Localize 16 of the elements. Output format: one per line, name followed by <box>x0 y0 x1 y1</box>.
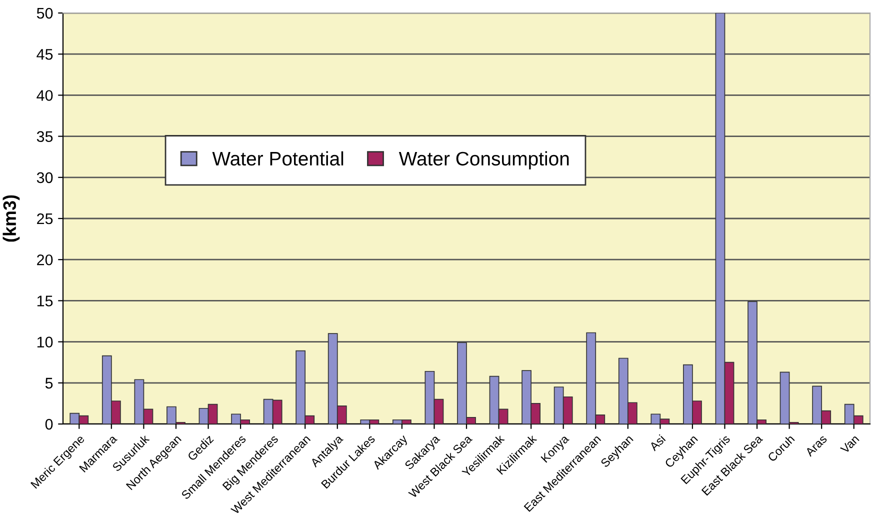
y-axis-title: (km3) <box>2 195 20 242</box>
y-tick-label: 5 <box>45 378 53 389</box>
y-tick-label: 40 <box>36 90 53 101</box>
y-tick-label: 20 <box>37 254 53 266</box>
y-tick-label: 25 <box>37 213 53 224</box>
y-tick-label: 10 <box>37 336 53 348</box>
legend-label: Water Consumption <box>398 151 569 170</box>
legend-label: Water Potential <box>212 151 344 166</box>
y-tick-label: 30 <box>36 172 53 184</box>
y-tick-label: 0 <box>45 418 53 430</box>
y-tick-label: 50 <box>36 8 53 19</box>
y-tick-label: 45 <box>36 49 53 60</box>
y-tick-label: 15 <box>37 296 53 306</box>
x-tick-label: Asi <box>648 434 666 452</box>
y-tick-label: 35 <box>36 131 53 142</box>
x-tick-label: Van <box>840 434 860 454</box>
